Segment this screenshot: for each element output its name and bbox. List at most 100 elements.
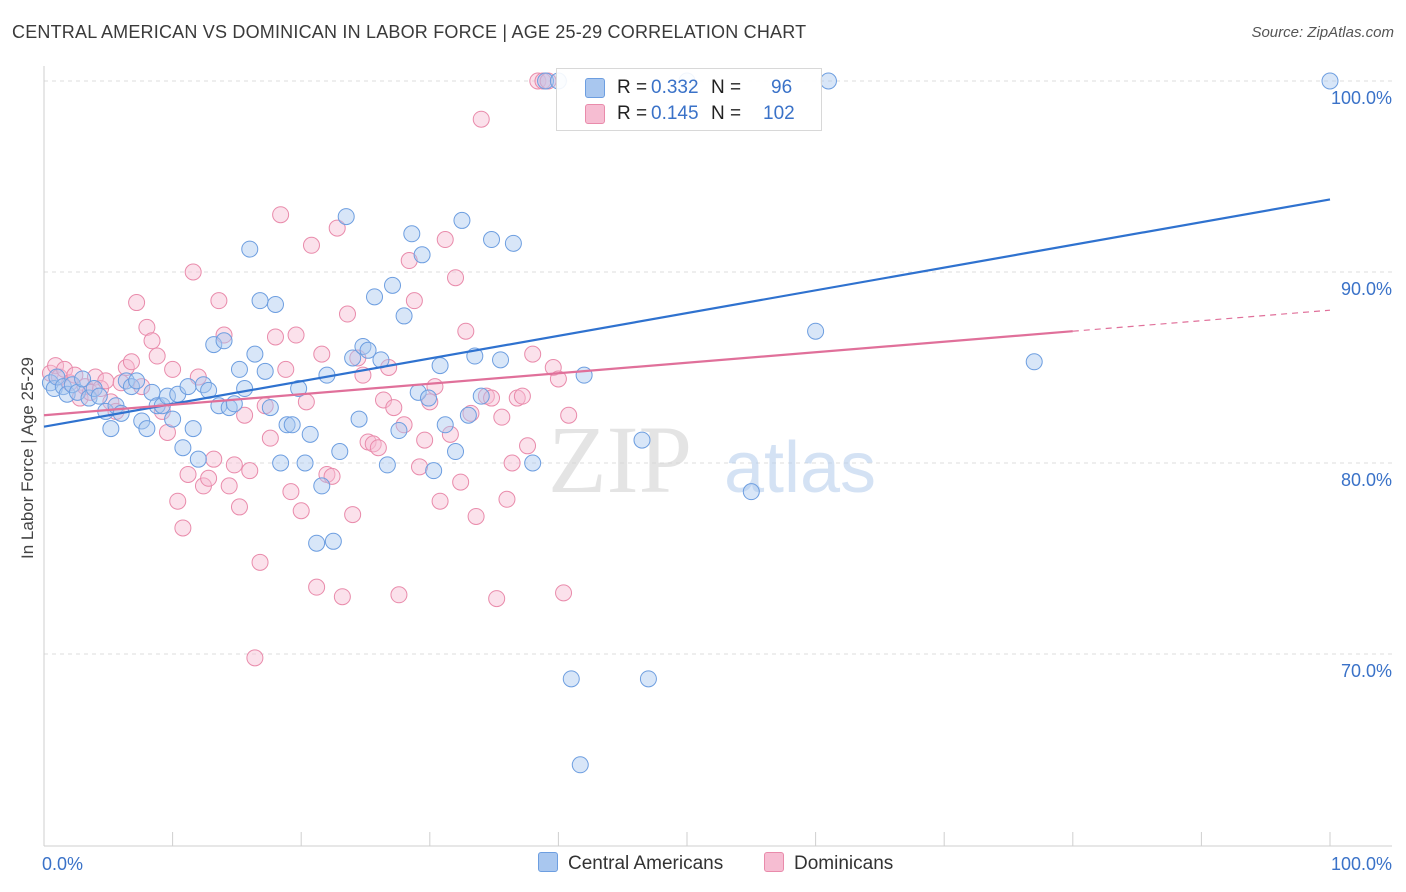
dominican-point <box>302 236 320 254</box>
dominican-point <box>385 399 403 417</box>
dominican-point <box>560 406 578 424</box>
central-american-point <box>436 416 454 434</box>
central-american-point <box>575 366 593 384</box>
dominican-point <box>148 347 166 365</box>
central-american-point <box>425 462 443 480</box>
central-american-point <box>313 477 331 495</box>
x-tick-label: 0.0% <box>42 854 83 874</box>
central-american-point <box>807 322 825 340</box>
dominican-point <box>225 456 243 474</box>
central-american-point <box>395 307 413 325</box>
r-value: 0.145 <box>651 103 699 124</box>
dominican-point <box>164 360 182 378</box>
central-american-point <box>378 456 396 474</box>
dominican-point <box>313 345 331 363</box>
dominican-point <box>251 553 269 571</box>
legend-row-dominicans: R = 0.145 N = 102 <box>557 101 821 127</box>
dominican-point <box>174 519 192 537</box>
dominican-point <box>452 473 470 491</box>
central-american-point <box>102 420 120 438</box>
dominican-point <box>230 498 248 516</box>
chart-title: CENTRAL AMERICAN VS DOMINICAN IN LABOR F… <box>12 22 807 42</box>
central-american-point <box>420 389 438 407</box>
central-american-point <box>174 439 192 457</box>
central-american-point <box>459 406 477 424</box>
central-american-point <box>537 72 555 90</box>
central-american-point <box>215 332 233 350</box>
central-american-point <box>344 349 362 367</box>
dominican-point <box>184 263 202 281</box>
y-tick-label: 70.0% <box>1341 661 1392 681</box>
dominican-point <box>416 431 434 449</box>
dominican-point <box>447 269 465 287</box>
central-american-point <box>74 370 92 388</box>
central-american-point <box>261 399 279 417</box>
central-american-point <box>1321 72 1339 90</box>
central-american-point <box>492 351 510 369</box>
dominicans-points <box>41 72 578 667</box>
central-american-point <box>324 532 342 550</box>
central-american-point <box>241 240 259 258</box>
central-american-point <box>504 234 522 252</box>
gridlines <box>44 80 1392 655</box>
dominican-point <box>498 490 516 508</box>
central-american-point <box>58 385 76 403</box>
dominicans-trend-extension <box>1072 309 1331 332</box>
central-american-point <box>431 357 449 375</box>
dominican-point <box>241 462 259 480</box>
central-american-point <box>453 211 471 229</box>
central-american-point <box>230 360 248 378</box>
n-value: 96 <box>771 77 793 98</box>
dominican-point <box>467 507 485 525</box>
central-american-point <box>251 292 269 310</box>
central-american-point <box>266 295 284 313</box>
central-american-point <box>205 336 223 354</box>
blue-swatch <box>538 852 558 872</box>
central-american-point <box>366 288 384 306</box>
y-tick-label: 80.0% <box>1341 470 1392 490</box>
central-american-point <box>337 208 355 226</box>
dominican-point <box>488 590 506 608</box>
watermark: ZIP atlas <box>548 406 876 513</box>
n-label: N = <box>711 103 742 124</box>
central-american-point <box>524 454 542 472</box>
dominican-point <box>122 353 140 371</box>
y-tick-labels: 70.0% 80.0% 90.0% 100.0% <box>1331 88 1392 681</box>
central-american-point <box>296 454 314 472</box>
legend-item-central-americans: Central Americans <box>538 852 723 875</box>
dominican-point <box>272 206 290 224</box>
dominican-point <box>292 502 310 520</box>
central-americans-points <box>41 72 1339 774</box>
central-american-point <box>80 389 98 407</box>
dominican-point <box>338 305 356 323</box>
dominican-point <box>436 231 454 249</box>
central-americans-trend-line <box>43 198 1331 428</box>
central-american-point <box>48 368 66 386</box>
dominican-point <box>405 292 423 310</box>
central-american-point <box>290 380 308 398</box>
dominican-point <box>549 370 567 388</box>
dominican-point <box>308 578 326 596</box>
central-american-point <box>562 670 580 688</box>
central-american-point <box>742 483 760 501</box>
legend-row-central-americans: R = 0.332 N = 96 <box>557 75 821 101</box>
dominican-point <box>179 465 197 483</box>
central-american-point <box>256 362 274 380</box>
x-tick-label: 100.0% <box>1331 854 1392 874</box>
dominican-point <box>158 423 176 441</box>
central-american-point <box>350 410 368 428</box>
central-american-point <box>189 450 207 468</box>
dominican-point <box>411 458 429 476</box>
central-american-point <box>164 410 182 428</box>
central-american-point <box>413 246 431 264</box>
pink-swatch <box>585 104 605 124</box>
central-american-point <box>639 670 657 688</box>
dominican-point <box>441 425 459 443</box>
central-american-point <box>128 372 146 390</box>
dominican-point <box>333 588 351 606</box>
series-name: Central Americans <box>568 853 724 874</box>
r-label: R = <box>617 103 648 124</box>
dominican-point <box>66 366 84 384</box>
dominican-point <box>483 389 501 407</box>
